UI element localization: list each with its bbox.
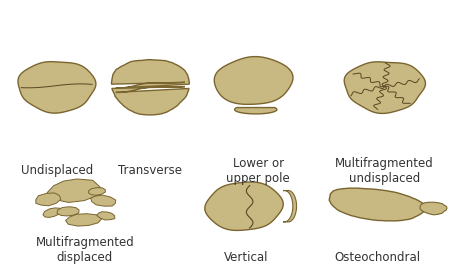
Polygon shape [43, 208, 61, 217]
Polygon shape [18, 62, 96, 113]
Polygon shape [214, 57, 293, 104]
Text: Osteochondral: Osteochondral [335, 251, 420, 264]
Polygon shape [111, 60, 189, 88]
Polygon shape [36, 193, 61, 206]
Polygon shape [65, 214, 102, 226]
Text: Vertical: Vertical [224, 251, 269, 264]
Polygon shape [205, 182, 283, 230]
Polygon shape [91, 195, 116, 206]
Polygon shape [344, 62, 426, 114]
Polygon shape [329, 188, 426, 221]
Text: Lower or
upper pole: Lower or upper pole [226, 157, 290, 185]
Polygon shape [57, 207, 79, 216]
Polygon shape [283, 191, 297, 222]
Polygon shape [47, 179, 100, 202]
Polygon shape [89, 188, 105, 195]
Polygon shape [97, 212, 115, 220]
Polygon shape [112, 87, 189, 115]
Text: Transverse: Transverse [118, 164, 182, 177]
Text: Undisplaced: Undisplaced [20, 164, 93, 177]
Polygon shape [235, 108, 277, 114]
Text: Multifragmented
undisplaced: Multifragmented undisplaced [335, 157, 434, 185]
Polygon shape [420, 202, 447, 215]
Text: Multifragmented
displaced: Multifragmented displaced [36, 236, 134, 264]
